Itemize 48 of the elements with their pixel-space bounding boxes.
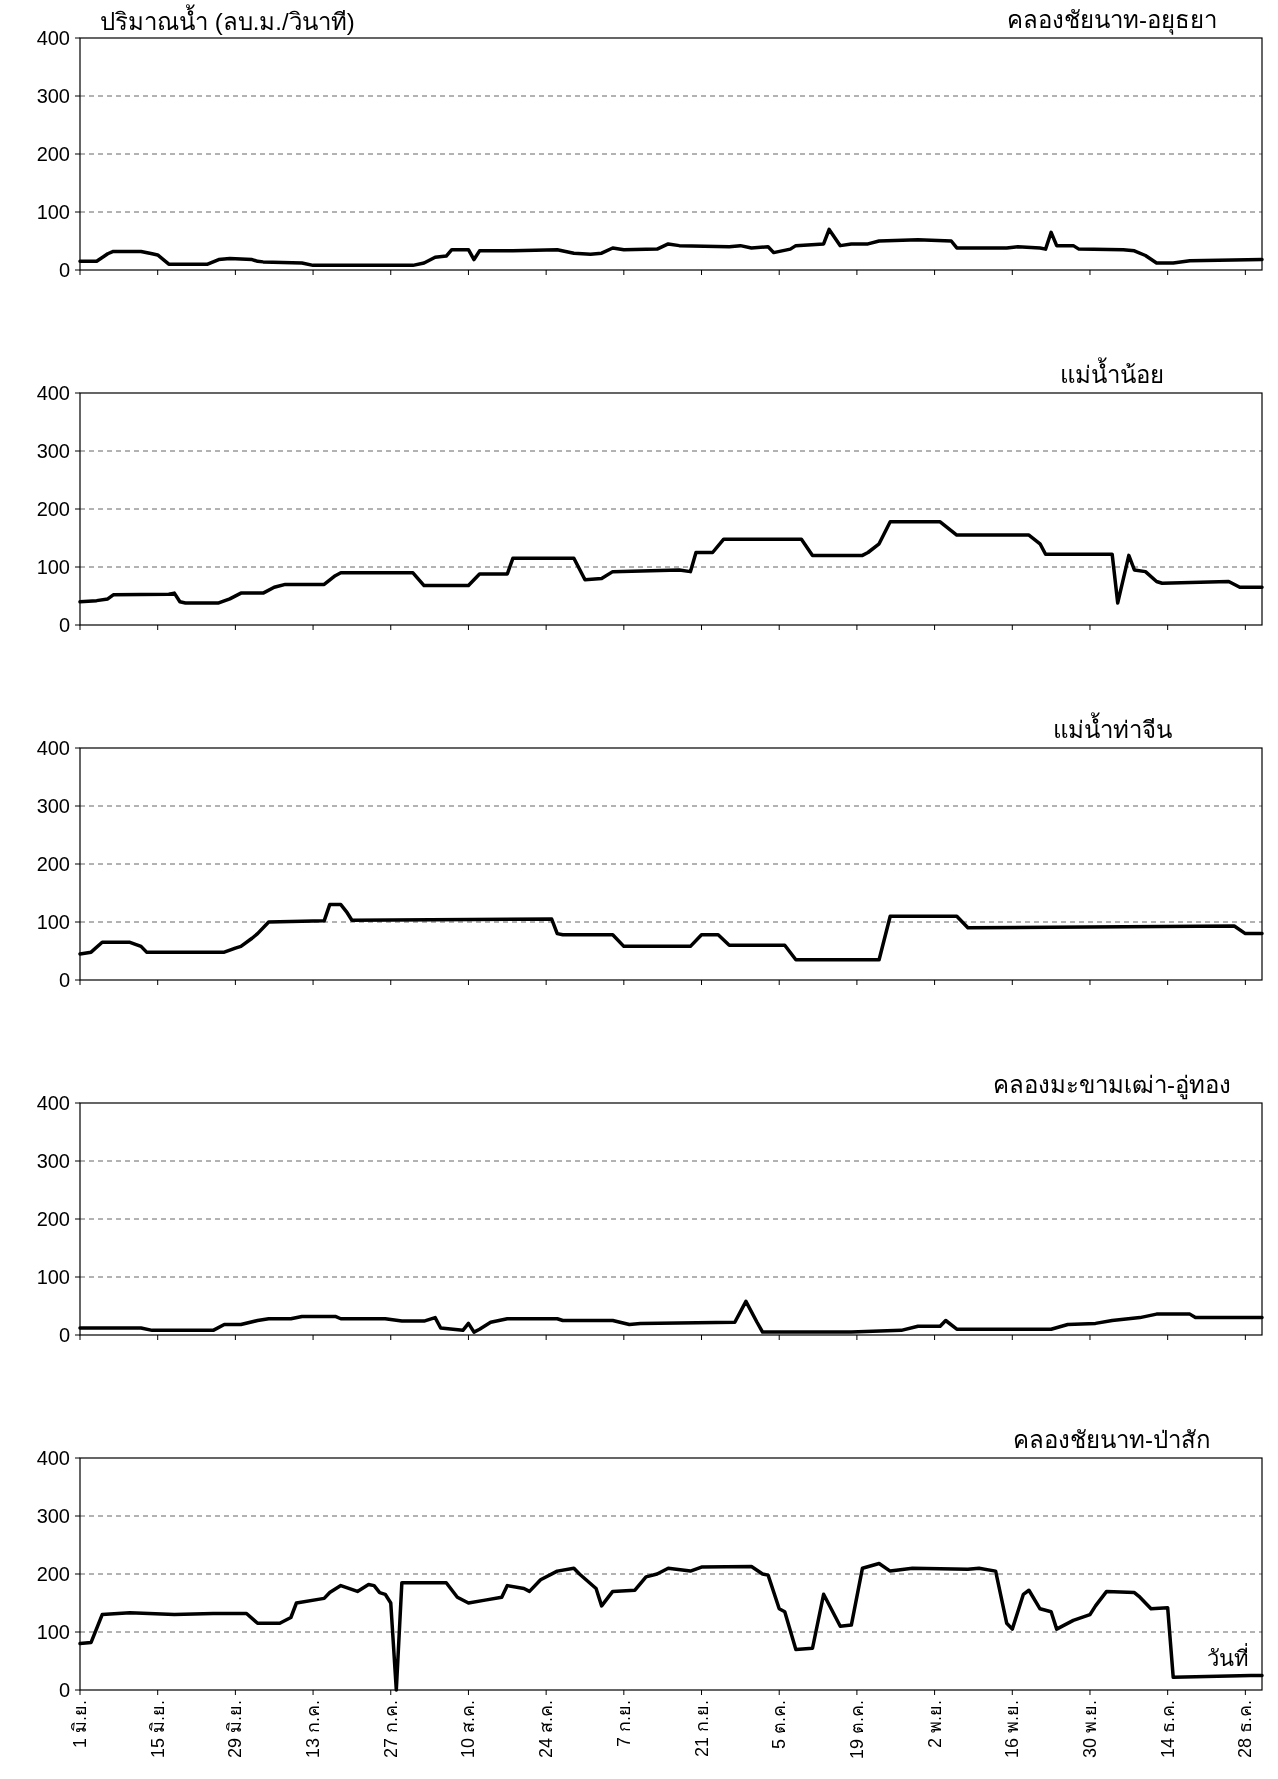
y-tick-label: 0	[58, 614, 70, 636]
y-tick-label: 100	[36, 556, 70, 578]
x-tick-label: 2 พ.ย.	[924, 1700, 945, 1749]
x-tick-label: 10 ส.ค.	[458, 1700, 479, 1759]
y-tick-label: 0	[58, 1679, 70, 1701]
y-tick-label: 400	[36, 382, 70, 404]
x-axis-title: วันที่	[1206, 1643, 1249, 1671]
y-tick-label: 300	[36, 1150, 70, 1172]
chart-title: คลองมะขามเฒ่า-อู่ทอง	[993, 1071, 1231, 1100]
x-tick-label: 28 ธ.ค.	[1235, 1700, 1256, 1759]
y-tick-label: 400	[36, 1092, 70, 1114]
x-tick-label: 14 ธ.ค.	[1157, 1700, 1178, 1759]
y-tick-label: 300	[36, 795, 70, 817]
y-tick-label: 400	[36, 27, 70, 49]
y-tick-label: 0	[58, 969, 70, 991]
y-tick-label: 100	[36, 1621, 70, 1643]
x-tick-label: 7 ก.ย.	[613, 1700, 634, 1748]
y-tick-label: 200	[36, 1208, 70, 1230]
y-tick-label: 400	[36, 737, 70, 759]
y-tick-label: 100	[36, 201, 70, 223]
y-tick-label: 200	[36, 498, 70, 520]
chart-title: คลองชัยนาท-อยุธยา	[1007, 6, 1217, 35]
y-tick-label: 200	[36, 1563, 70, 1585]
x-tick-label: 5 ต.ค.	[769, 1700, 790, 1750]
y-tick-label: 100	[36, 1266, 70, 1288]
y-tick-label: 0	[58, 259, 70, 281]
y-axis-title: ปริมาณน้ำ (ลบ.ม./วินาที)	[100, 4, 355, 35]
x-tick-label: 1 มิ.ย.	[70, 1700, 90, 1749]
x-tick-label: 15 มิ.ย.	[147, 1700, 168, 1759]
x-tick-label: 24 ส.ค.	[536, 1700, 557, 1759]
y-tick-label: 100	[36, 911, 70, 933]
x-tick-label: 30 พ.ย.	[1079, 1700, 1100, 1759]
y-tick-label: 400	[36, 1447, 70, 1469]
chart-title: แม่น้ำท่าจีน	[1052, 712, 1172, 743]
x-tick-label: 27 ก.ค.	[380, 1700, 401, 1759]
y-tick-label: 300	[36, 85, 70, 107]
chart-title: แม่น้ำน้อย	[1060, 357, 1164, 388]
y-tick-label: 0	[58, 1324, 70, 1346]
y-tick-label: 200	[36, 143, 70, 165]
y-tick-label: 300	[36, 440, 70, 462]
x-tick-label: 21 ก.ย.	[691, 1700, 712, 1758]
chart-title: คลองชัยนาท-ป่าสัก	[1013, 1426, 1211, 1453]
x-tick-label: 13 ก.ค.	[303, 1700, 324, 1759]
y-tick-label: 300	[36, 1505, 70, 1527]
x-tick-label: 19 ต.ค.	[846, 1700, 867, 1760]
x-tick-label: 29 มิ.ย.	[225, 1700, 246, 1759]
x-tick-label: 16 พ.ย.	[1002, 1700, 1023, 1759]
y-tick-label: 200	[36, 853, 70, 875]
